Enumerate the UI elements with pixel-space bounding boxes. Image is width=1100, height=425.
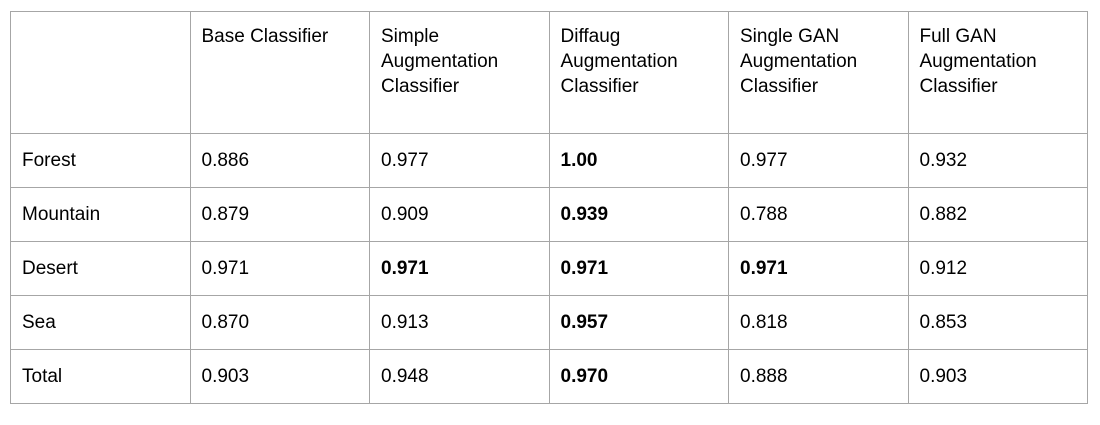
table-row: Sea 0.870 0.913 0.957 0.818 0.853 [10,295,1088,350]
value-cell: 0.957 [548,295,729,350]
value-cell: 0.870 [189,295,370,350]
value-cell: 0.818 [728,295,909,350]
value-cell: 0.903 [189,349,370,404]
row-label: Total [10,349,191,404]
value-cell: 0.971 [189,241,370,296]
table-body: Forest 0.886 0.977 1.00 0.977 0.932 Mountain 0.… [10,133,1088,404]
value-cell: 0.912 [907,241,1088,296]
header-cell: Diffaug Augmentation Classifier [548,11,729,134]
value-cell: 0.886 [189,133,370,188]
row-label: Mountain [10,187,191,242]
corner-cell [10,11,191,134]
value-cell: 0.948 [369,349,550,404]
value-cell: 0.977 [728,133,909,188]
value-cell: 0.970 [548,349,729,404]
value-cell: 0.971 [548,241,729,296]
table-row: Mountain 0.879 0.909 0.939 0.788 0.882 [10,187,1088,242]
header-cell: Full GAN Augmentation Classifier [907,11,1088,134]
value-cell: 0.882 [907,187,1088,242]
header-cell: Simple Augmentation Classifier [369,11,550,134]
value-cell: 0.939 [548,187,729,242]
results-table: Base Classifier Simple Augmentation Class… [10,11,1088,404]
value-cell: 0.971 [369,241,550,296]
row-label: Desert [10,241,191,296]
value-cell: 0.932 [907,133,1088,188]
row-label: Forest [10,133,191,188]
value-cell: 1.00 [548,133,729,188]
value-cell: 0.903 [907,349,1088,404]
table-row: Desert 0.971 0.971 0.971 0.971 0.912 [10,241,1088,296]
value-cell: 0.788 [728,187,909,242]
header-cell: Single GAN Augmentation Classifier [728,11,909,134]
table-row: Forest 0.886 0.977 1.00 0.977 0.932 [10,133,1088,188]
row-label: Sea [10,295,191,350]
value-cell: 0.853 [907,295,1088,350]
value-cell: 0.971 [728,241,909,296]
value-cell: 0.909 [369,187,550,242]
table-row: Total 0.903 0.948 0.970 0.888 0.903 [10,349,1088,404]
value-cell: 0.977 [369,133,550,188]
header-cell: Base Classifier [189,11,370,134]
value-cell: 0.879 [189,187,370,242]
value-cell: 0.913 [369,295,550,350]
value-cell: 0.888 [728,349,909,404]
header-row: Base Classifier Simple Augmentation Class… [10,11,1088,134]
